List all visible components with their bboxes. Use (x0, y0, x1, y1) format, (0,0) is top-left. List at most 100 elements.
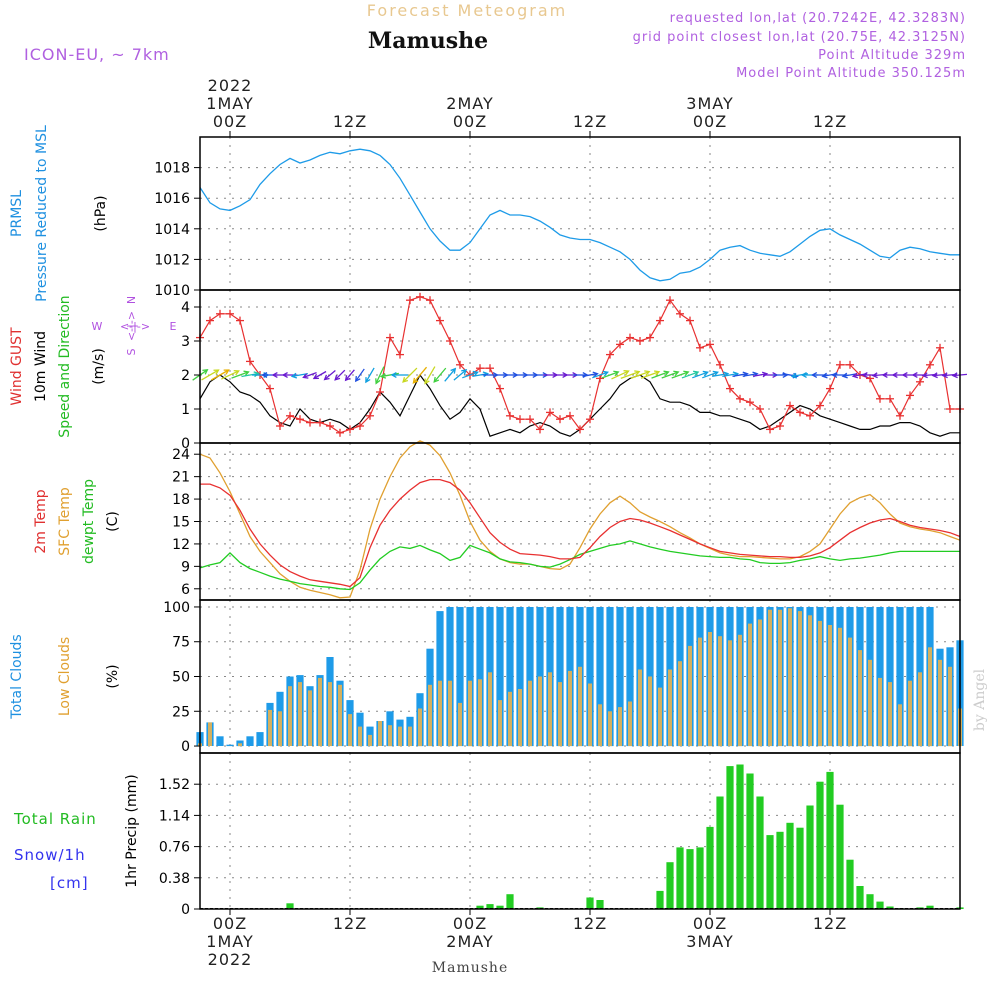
time-label-top: 12Z (573, 112, 607, 131)
gust-marker (706, 340, 714, 348)
y-tick-label: 12 (172, 537, 190, 553)
gust-marker (636, 337, 644, 345)
low-cloud-bar (678, 661, 682, 746)
gust-marker (756, 405, 764, 413)
low-cloud-bar (718, 636, 722, 746)
requested-coords: requested lon,lat (20.7242E, 42.3283N) (670, 11, 966, 26)
low-cloud-bar (528, 681, 532, 746)
rain-bar (806, 806, 813, 910)
gust-marker (686, 317, 694, 325)
low-cloud-bar (858, 650, 862, 746)
time-label-top: 3MAY (686, 94, 733, 113)
rain-bar (836, 805, 843, 909)
panel-frame-precip (200, 753, 960, 909)
low-cloud-bar (338, 685, 342, 746)
low-cloud-bar (428, 685, 432, 746)
gust-marker (826, 385, 834, 393)
low-cloud-bar (378, 721, 382, 746)
low-cloud-bar (728, 640, 732, 746)
gust-marker (406, 296, 414, 304)
low-cloud-bar (398, 727, 402, 747)
gust-marker (226, 310, 234, 318)
time-label-bottom: 2022 (208, 950, 253, 969)
wind-arrow (242, 372, 259, 377)
wind-arrow (356, 369, 364, 381)
rain-bar (506, 894, 513, 909)
low-cloud-bar (268, 710, 272, 746)
time-label-bottom: 12Z (813, 914, 847, 933)
model-altitude: Model Point Altitude 350.125m (736, 66, 966, 81)
low-cloud-bar (608, 711, 612, 746)
low-cloud-bar (868, 660, 872, 746)
total-cloud-bar (216, 736, 223, 746)
time-label-top: 12Z (333, 112, 367, 131)
time-label-bottom: 12Z (573, 914, 607, 933)
time-label-top: 00Z (213, 112, 247, 131)
rain-bar (796, 828, 803, 909)
low-cloud-bar (888, 682, 892, 746)
gust-marker (316, 419, 324, 427)
gust-marker (886, 395, 894, 403)
rain-bar (716, 797, 723, 910)
gust-marker (486, 364, 494, 372)
gust-marker (546, 408, 554, 416)
compass-arrow-v: <-|-> (125, 311, 138, 341)
wind-arrow-shaft (434, 368, 446, 382)
rain-bar (826, 772, 833, 909)
y-tick-label: 1014 (154, 222, 190, 238)
low-cloud-bar (468, 681, 472, 746)
panel-label: SFC Temp (57, 487, 73, 556)
time-label-top: 00Z (693, 112, 727, 131)
rain-bar (846, 860, 853, 909)
rain-bar (856, 886, 863, 909)
gust-marker (836, 361, 844, 369)
low-cloud-bar (518, 689, 522, 746)
low-cloud-bar (238, 743, 242, 746)
y-tick-label: 0.38 (159, 871, 190, 887)
gust-marker (496, 385, 504, 393)
rain-bar (696, 847, 703, 909)
y-tick-label: 75 (172, 635, 190, 651)
low-cloud-bar (798, 611, 802, 746)
wind-arrow-shaft (445, 369, 456, 382)
time-label-bottom: 00Z (693, 914, 727, 933)
gust-marker (556, 415, 564, 423)
gust-marker (656, 317, 664, 325)
low-cloud-bar (358, 727, 362, 747)
low-cloud-bar (698, 638, 702, 747)
credit-watermark: by Angel (972, 668, 988, 731)
low-cloud-bar (438, 681, 442, 746)
time-label-bottom: 1MAY (206, 932, 253, 951)
low-cloud-bar (598, 704, 602, 746)
low-cloud-bar (558, 682, 562, 746)
rain-bar (816, 782, 823, 909)
low-cloud-bar (758, 620, 762, 747)
low-cloud-bar (838, 628, 842, 746)
panel-label: Speed and Direction (57, 295, 73, 437)
low-cloud-bar (668, 670, 672, 747)
low-cloud-bar (918, 672, 922, 746)
low-cloud-bar (478, 679, 482, 746)
low-cloud-bar (768, 610, 772, 746)
gust-marker (926, 361, 934, 369)
low-cloud-bar (788, 608, 792, 746)
low-cloud-bar (328, 682, 332, 746)
compass-n: N (125, 296, 138, 304)
precip-axis-label: 1hr Precip (mm) (124, 774, 140, 887)
data-layer (193, 149, 967, 909)
low-cloud-bar (348, 714, 352, 746)
rain-bar (666, 862, 673, 909)
pressure-line (200, 149, 960, 281)
low-cloud-bar (848, 638, 852, 747)
gust-marker (776, 422, 784, 430)
wind-arrow (232, 371, 249, 378)
low-cloud-bar (278, 711, 282, 746)
rain-bar (786, 823, 793, 909)
low-cloud-bar (808, 615, 812, 746)
low-cloud-bar (648, 677, 652, 747)
closest-coords: grid point closest lon,lat (20.75E, 42.3… (633, 30, 966, 45)
gust-marker (626, 334, 634, 342)
gust-marker (386, 334, 394, 342)
panel-label: (C) (105, 511, 121, 532)
gust-marker (696, 344, 704, 352)
